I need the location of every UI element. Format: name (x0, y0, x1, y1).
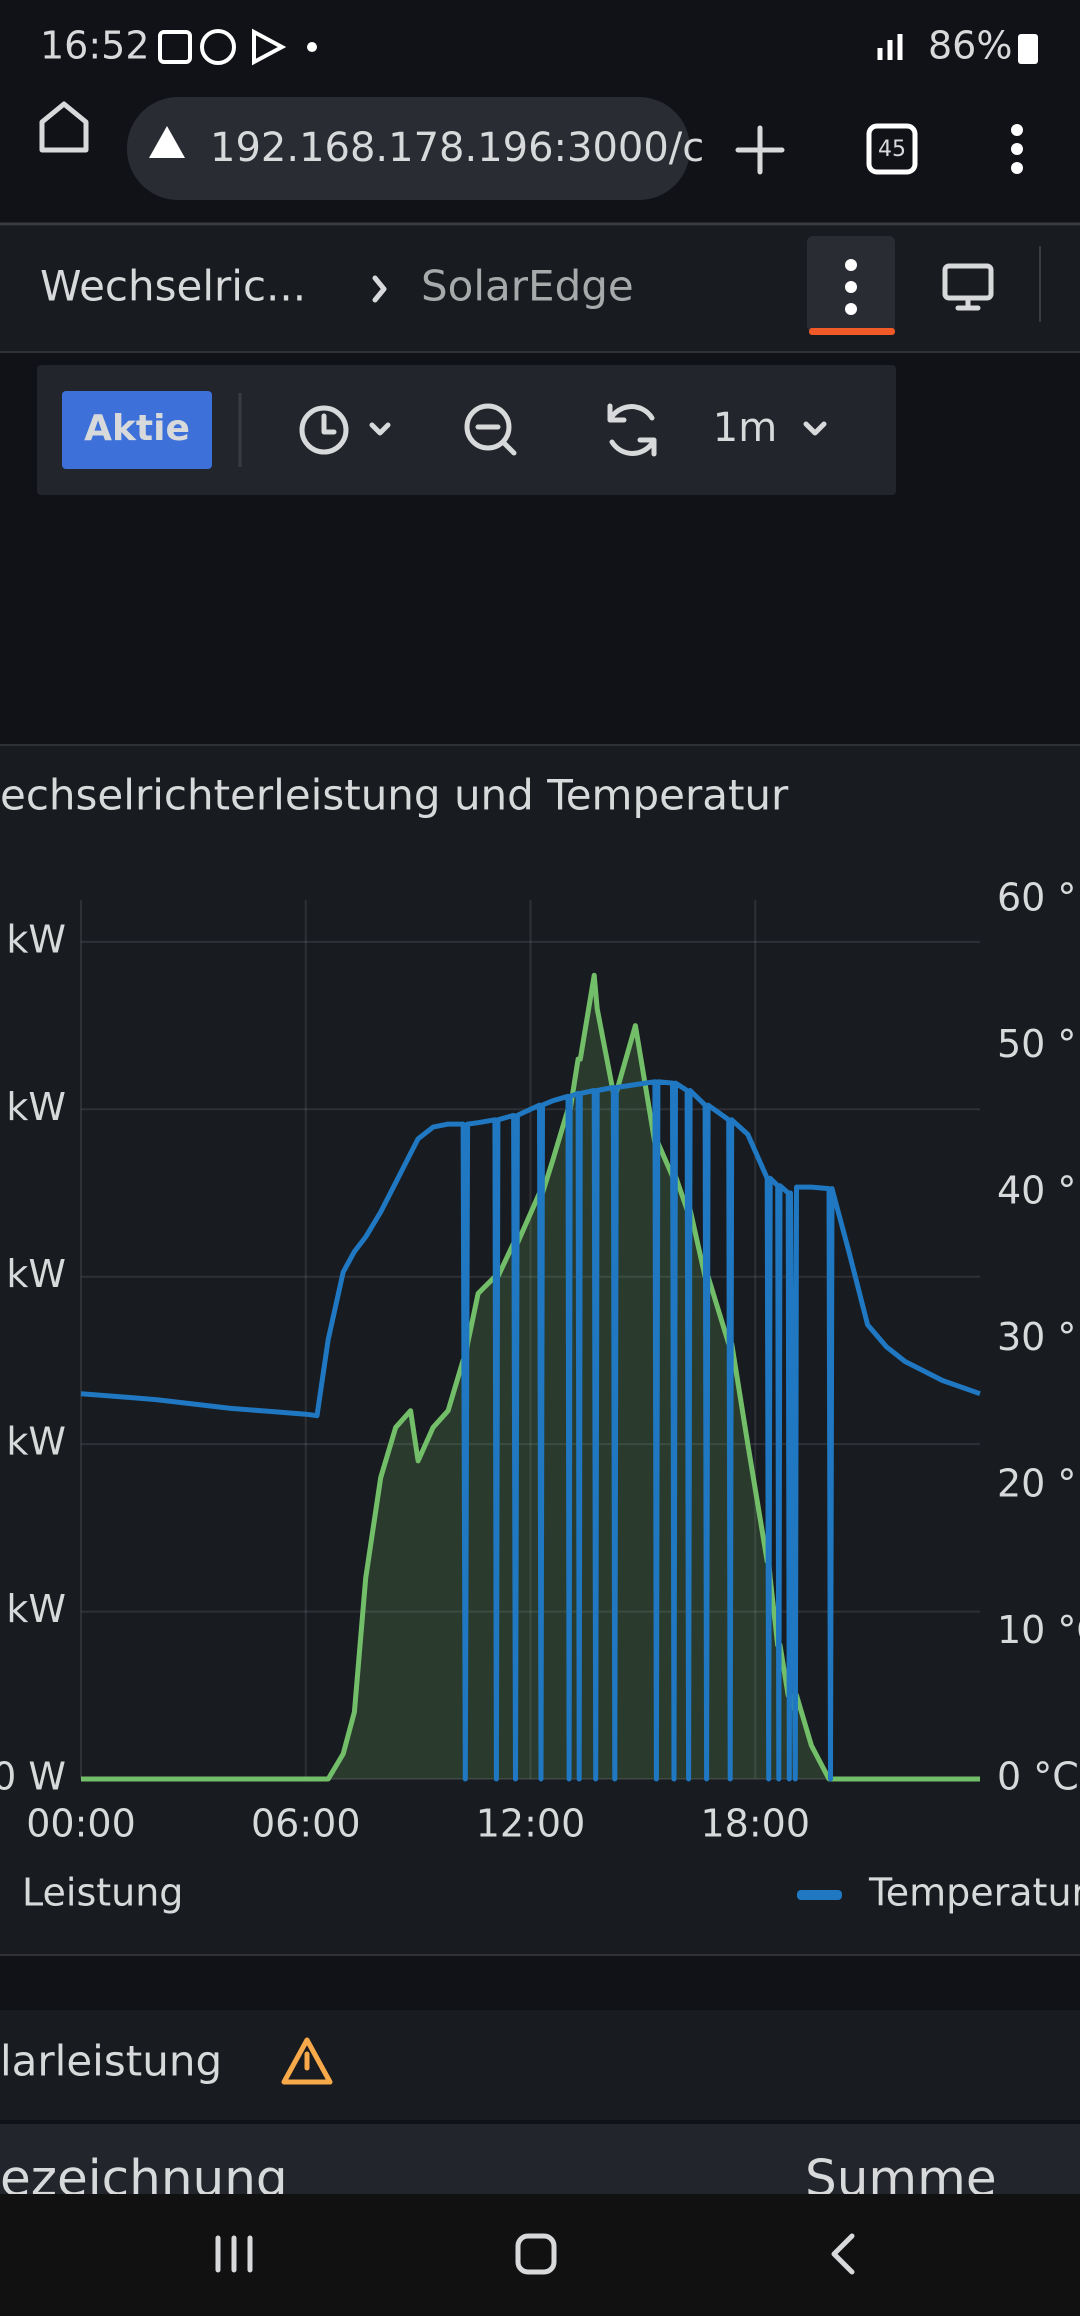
breadcrumb-current[interactable]: SolarEdge (421, 262, 634, 311)
tabs-button[interactable] (866, 123, 918, 175)
zoom-icon (475, 424, 517, 456)
share-button[interactable] (62, 391, 212, 469)
tv-icon (955, 295, 981, 311)
status-battery: 86% (928, 24, 1012, 68)
panel (0, 2010, 1080, 2120)
url-field[interactable] (127, 97, 690, 200)
y-tick-label: kW (6, 1085, 66, 1129)
menu-button[interactable] (1011, 124, 1023, 174)
series-area (81, 975, 980, 1779)
x-tick-label: 18:00 (700, 1802, 810, 1846)
battery-icon (1018, 34, 1038, 64)
y2-tick-label: 20 ° (997, 1462, 1076, 1506)
breadcrumb-parent[interactable]: Wechselric... (40, 262, 306, 311)
y-tick-label: 0 W (0, 1755, 66, 1799)
y2-tick-label: 10 °C (997, 1608, 1080, 1652)
system-nav (0, 2194, 1080, 2316)
x-tick-label: 12:00 (476, 1802, 586, 1846)
y2-tick-label: 50 ° (997, 1022, 1076, 1066)
signal-icon (877, 34, 903, 60)
home-nav-button[interactable] (515, 2233, 557, 2275)
y2-tick-label: 0 °C (997, 1755, 1079, 1799)
status-time: 16:52 (40, 24, 150, 68)
y-tick-label: kW (6, 1420, 66, 1464)
share-button-label: Aktie (84, 408, 190, 449)
time-icon (321, 413, 391, 436)
y2-tick-label: 60 ° (997, 876, 1076, 920)
back-button[interactable] (831, 2233, 855, 2275)
x-tick-label: 00:00 (26, 1802, 136, 1846)
active-indicator (809, 328, 895, 335)
status-icon (158, 30, 192, 64)
plot: 0 W kW kW kW kW kW 0 °C 10 °C 20 ° 30 ° 40 ° 50 ° 60… (0, 876, 1080, 1915)
y2-tick-label: 30 ° (997, 1315, 1076, 1359)
tab-count: 45 (878, 137, 906, 162)
series-line (80, 1079, 981, 1782)
warning-icon (149, 126, 185, 158)
x-tick-label: 06:00 (251, 1802, 361, 1846)
y-tick-label: kW (6, 1252, 66, 1296)
url-text: 192.168.178.196:3000/c (210, 125, 704, 171)
zoom-out-button[interactable] (464, 403, 512, 451)
home-button[interactable] (39, 101, 89, 153)
recents-button[interactable] (215, 2235, 253, 2273)
time-picker[interactable] (299, 405, 349, 455)
refresh-button[interactable] (607, 403, 657, 457)
status-icon (252, 28, 287, 66)
chart-title: echselrichterleistung und Temperatur (0, 771, 789, 820)
chevron (803, 421, 827, 436)
new-tab-button[interactable] (735, 125, 785, 175)
kebab-dots (845, 259, 857, 315)
nav-bar (0, 226, 1080, 352)
y-tick-label: kW (6, 1587, 66, 1631)
status-icon (307, 42, 317, 52)
legend-label: Leistung (22, 1871, 183, 1915)
legend-label: Temperatur (868, 1871, 1080, 1915)
table-header (0, 2124, 1080, 2194)
status-icon (200, 29, 236, 65)
y2-tick-label: 40 ° (997, 1169, 1076, 1213)
legend-swatch (797, 1890, 842, 1900)
warning-icon (281, 2037, 333, 2085)
panel-title: larleistung (0, 2037, 222, 2086)
y-tick-label: kW (6, 917, 66, 961)
refresh-interval[interactable]: 1m (713, 405, 777, 451)
breadcrumb-separator (372, 275, 387, 303)
